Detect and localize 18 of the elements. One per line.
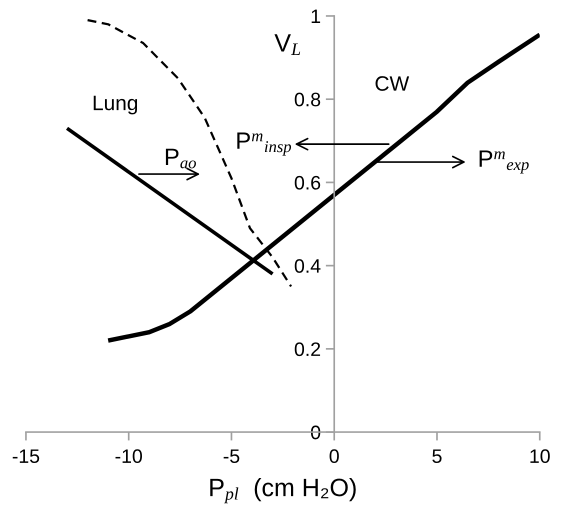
x-tick-label: -10 — [116, 449, 142, 464]
annotation: P$^{m}$$_{exp}$ — [480, 150, 529, 174]
x-tick-label: -15 — [12, 449, 40, 464]
annotation: P$^{m}$$_{insp}$ — [237, 132, 292, 156]
y-tick-label: 1 — [312, 10, 320, 24]
x-tick-label: 10 — [530, 449, 550, 464]
x-tick-label: 5 — [432, 449, 442, 464]
y-tick-label: 0.2 — [294, 342, 320, 356]
x-tick-label: 0 — [330, 449, 339, 464]
y-tick-label: 0.8 — [294, 92, 320, 106]
y-tick-label: 0.4 — [294, 259, 320, 273]
y-axis-title: V$_{L}$ — [274, 34, 300, 55]
series-label: CW — [376, 76, 410, 91]
series-label: Lung — [94, 96, 138, 114]
x-axis-title: P$_{pl}$ (cm H₂O) — [210, 478, 356, 504]
annotation: P$_{ao}$ — [166, 148, 196, 168]
x-tick-label: -5 — [224, 449, 240, 464]
y-tick-label: 0.6 — [294, 176, 320, 190]
